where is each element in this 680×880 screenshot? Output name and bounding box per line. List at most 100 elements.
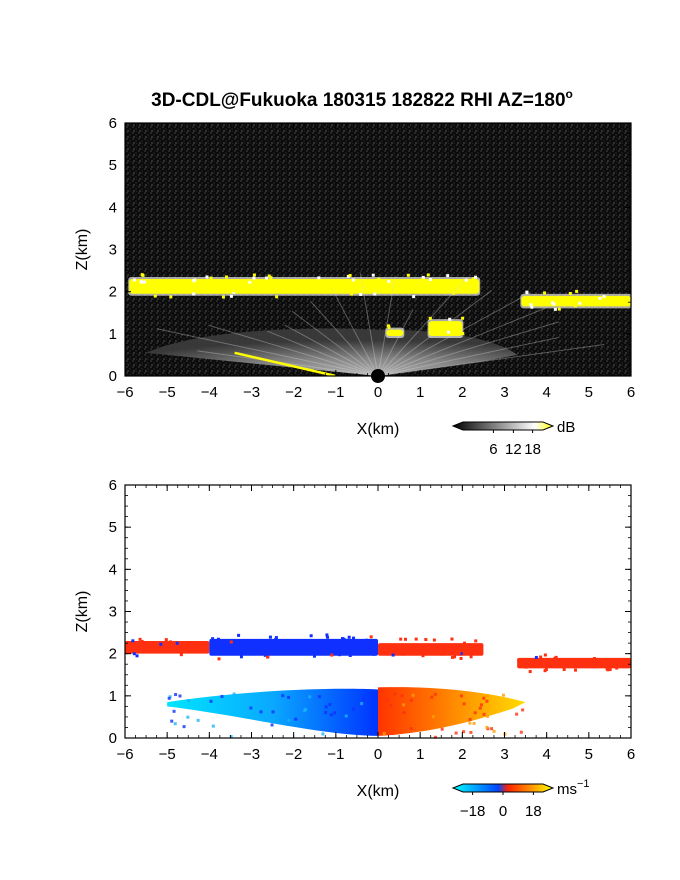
velocity-speckle	[274, 636, 278, 640]
velocity-speckle	[371, 713, 375, 717]
velocity-speckle	[340, 637, 344, 641]
echo-speckle	[224, 275, 228, 279]
velocity-speckle	[421, 654, 425, 658]
x-tick-label: 6	[627, 384, 635, 401]
echo-speckle	[440, 280, 444, 284]
echo-speckle	[248, 280, 252, 284]
velocity-speckle	[270, 723, 274, 727]
velocity-speckle	[169, 640, 173, 644]
x-tick-label: −2	[285, 746, 302, 763]
echo-speckle	[387, 325, 391, 329]
velocity-speckle	[433, 692, 437, 696]
echo-streak	[197, 350, 379, 377]
velocity-speckle	[473, 711, 477, 715]
echo-speckle	[140, 280, 144, 284]
velocity-speckle	[402, 703, 406, 707]
velocity-speckle	[462, 730, 466, 734]
velocity-speckle	[432, 638, 436, 642]
x-tick-label: 5	[585, 384, 593, 401]
echo-speckle	[205, 275, 209, 279]
echo-speckle	[425, 289, 429, 293]
echo-speckle	[446, 274, 450, 278]
velocity-speckle	[325, 633, 329, 637]
echo-speckle	[530, 305, 534, 309]
echo-streak	[377, 276, 468, 377]
velocity-speckle	[232, 692, 236, 696]
colorbar-tick-label: 18	[524, 441, 541, 458]
echo-speckle	[552, 302, 556, 306]
velocity-speckle	[451, 655, 455, 659]
echo-streak	[377, 336, 559, 377]
echo-core	[521, 295, 631, 307]
velocity-speckle	[168, 649, 172, 653]
velocity-speckle	[414, 637, 418, 641]
velocity-speckle	[195, 649, 199, 653]
velocity-speckle	[543, 653, 547, 657]
velocity-cone	[378, 687, 526, 736]
echo-speckle	[232, 289, 236, 293]
velocity-speckle	[562, 667, 566, 671]
echo-speckle	[276, 289, 280, 293]
x-tick-label: −1	[327, 384, 344, 401]
echo-speckle	[578, 301, 582, 305]
velocity-speckle	[478, 706, 482, 710]
velocity-speckle	[309, 638, 313, 642]
velocity-speckle	[440, 727, 444, 731]
velocity-speckle	[141, 640, 145, 644]
echo-speckle	[321, 290, 325, 294]
y-tick-label: 6	[109, 477, 117, 494]
echo-speckle	[529, 303, 533, 307]
velocity-speckle	[352, 636, 356, 640]
velocity-speckle	[430, 695, 434, 699]
echo-speckle	[448, 317, 452, 321]
echo-speckle	[464, 278, 468, 282]
velocity-speckle	[469, 730, 473, 734]
velocity-speckle	[365, 638, 369, 642]
echo-speckle	[452, 291, 456, 295]
echo-streak	[377, 344, 605, 377]
velocity-speckle	[399, 637, 403, 641]
x-tick-label: −3	[243, 384, 260, 401]
echo-speckle	[275, 295, 279, 299]
x-tick-label: 3	[500, 384, 508, 401]
velocity-speckle	[268, 635, 272, 639]
velocity-speckle	[216, 637, 220, 641]
echo-patch	[385, 324, 405, 338]
velocity-speckle	[348, 653, 352, 657]
velocity-speckle	[173, 722, 177, 726]
velocity-layer	[209, 638, 378, 656]
x-tick-label: 1	[416, 384, 424, 401]
echo-core	[428, 321, 463, 336]
velocity-speckle	[403, 637, 407, 641]
echo-speckle	[428, 316, 432, 320]
reflectivity-ticks: −6 −5 −4 −3 −2 −1 0 1 2 3 4 5 6 0 1 2 3 4 5 6	[109, 115, 636, 401]
velocity-speckle	[229, 735, 233, 739]
velocity-y-axis-label: Z(km)	[74, 591, 91, 633]
velocity-speckle	[239, 655, 243, 659]
echo-speckle	[426, 273, 430, 277]
velocity-speckle	[568, 662, 572, 666]
velocity-speckle	[573, 668, 577, 672]
echo-speckle	[602, 295, 606, 299]
velocity-speckle	[281, 694, 285, 698]
echo-speckle	[300, 279, 304, 283]
velocity-speckle	[304, 707, 308, 711]
velocity-speckle	[312, 654, 316, 658]
velocity-speckle	[485, 699, 489, 703]
echo-speckle	[267, 274, 271, 278]
velocity-speckle	[172, 709, 176, 713]
velocity-speckle	[479, 703, 483, 707]
velocity-speckle	[482, 696, 486, 700]
velocity-layer	[517, 657, 631, 669]
velocity-speckle	[402, 711, 406, 715]
velocity-speckle	[287, 695, 291, 699]
velocity-speckle	[164, 638, 168, 642]
echo-speckle	[192, 292, 196, 296]
velocity-speckle	[389, 704, 393, 708]
velocity-speckle	[409, 727, 413, 731]
x-tick-label: 1	[416, 746, 424, 763]
reflectivity-y-axis-label: Z(km)	[74, 229, 91, 271]
velocity-speckle	[317, 695, 321, 699]
reflectivity-echoes	[128, 272, 632, 383]
y-tick-label: 2	[109, 646, 117, 663]
